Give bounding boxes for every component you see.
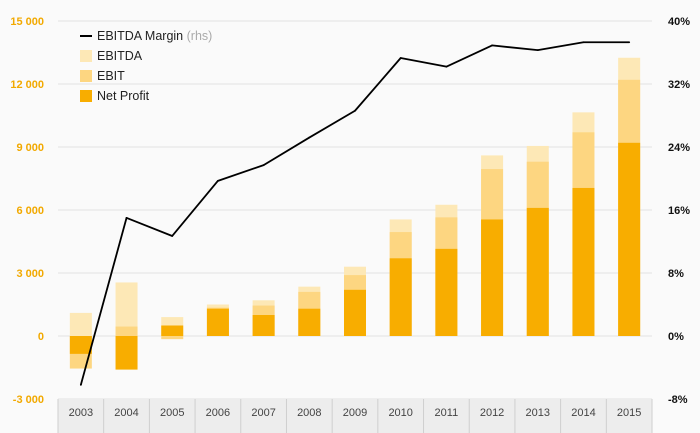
bar-net-profit bbox=[389, 258, 412, 336]
bar-ebit bbox=[115, 326, 138, 336]
bar-net-profit bbox=[115, 336, 138, 370]
legend-swatch bbox=[80, 50, 92, 62]
ebitda-margin-point bbox=[536, 49, 539, 52]
ebitda-margin-point bbox=[628, 41, 631, 44]
x-tick-label: 2012 bbox=[480, 407, 504, 419]
bar-net-profit bbox=[69, 336, 92, 354]
legend-swatch bbox=[80, 70, 92, 82]
bar-net-profit bbox=[572, 187, 595, 336]
ebitda-margin-point bbox=[308, 136, 311, 139]
y-left-tick-label: -3 000 bbox=[13, 394, 44, 406]
margin-line-group bbox=[79, 41, 631, 386]
x-tick-label: 2014 bbox=[571, 407, 595, 419]
ebitda-margin-point bbox=[445, 65, 448, 68]
x-tick-label: 2006 bbox=[206, 407, 230, 419]
bar-net-profit bbox=[435, 248, 458, 336]
x-axis-band bbox=[58, 399, 652, 433]
legend-label: EBITDA bbox=[97, 49, 143, 63]
bars bbox=[69, 57, 641, 370]
ebitda-margin-point bbox=[79, 383, 82, 386]
legend-suffix: (rhs) bbox=[183, 29, 212, 43]
ebitda-margin-point bbox=[399, 57, 402, 59]
x-tick-label: 2003 bbox=[69, 407, 93, 419]
bar-net-profit bbox=[161, 325, 184, 336]
x-tick-label: 2013 bbox=[526, 407, 550, 419]
ebitda-margin-point bbox=[262, 164, 265, 167]
y-right-tick-label: 40% bbox=[668, 16, 690, 28]
y-right-tick-label: 24% bbox=[668, 142, 690, 154]
y-left-tick-label: 3 000 bbox=[16, 268, 44, 280]
y-right-tick-label: 16% bbox=[668, 205, 690, 217]
bar-net-profit bbox=[206, 308, 229, 336]
legend-label: Net Profit bbox=[97, 89, 150, 103]
y-right-tick-label: -8% bbox=[668, 394, 688, 406]
legend: EBITDA Margin (rhs) EBITDA EBIT Net Profit bbox=[80, 29, 212, 103]
x-tick-label: 2004 bbox=[114, 407, 138, 419]
y-right-tick-label: 8% bbox=[668, 268, 684, 280]
bar-net-profit bbox=[526, 207, 549, 336]
x-tick-label: 2008 bbox=[297, 407, 321, 419]
ebitda-margin-point bbox=[582, 41, 585, 44]
bar-net-profit bbox=[344, 289, 366, 336]
y-left-tick-label: 9 000 bbox=[16, 142, 44, 154]
ebitda-margin-point bbox=[354, 109, 356, 112]
y-left-tick-label: 0 bbox=[38, 331, 44, 343]
ebitda-margin-point bbox=[217, 179, 219, 182]
legend-label: EBITDA Margin (rhs) bbox=[97, 29, 212, 43]
axes: -3 000 0 3 000 6 000 9 000 12 000 15 000 -8% 0% 8… bbox=[10, 16, 690, 433]
x-tick-label: 2010 bbox=[388, 407, 412, 419]
x-tick-label: 2007 bbox=[251, 407, 275, 419]
bar-net-profit bbox=[618, 142, 641, 336]
x-tick-label: 2005 bbox=[160, 407, 184, 419]
ebitda-margin-point bbox=[171, 235, 174, 237]
y-left-tick-label: 15 000 bbox=[10, 16, 44, 28]
bar-ebitda bbox=[69, 312, 92, 336]
bar-net-profit bbox=[252, 315, 275, 336]
ebitda-margin-point bbox=[491, 44, 493, 47]
x-tick-label: 2011 bbox=[435, 407, 459, 419]
legend-label: EBIT bbox=[97, 69, 125, 83]
bar-ebitda bbox=[115, 282, 138, 336]
ebitda-margin-point bbox=[125, 216, 128, 219]
x-tick-label: 2009 bbox=[343, 407, 367, 419]
y-right-tick-label: 32% bbox=[668, 79, 690, 91]
y-left-tick-label: 6 000 bbox=[16, 205, 44, 217]
y-right-tick-label: 0% bbox=[668, 331, 684, 343]
bar-net-profit bbox=[298, 308, 321, 336]
x-tick-label: 2015 bbox=[617, 407, 641, 419]
bar-ebit bbox=[161, 336, 184, 340]
bar-net-profit bbox=[481, 219, 504, 336]
legend-swatch bbox=[80, 90, 92, 102]
y-left-tick-label: 12 000 bbox=[10, 79, 44, 91]
